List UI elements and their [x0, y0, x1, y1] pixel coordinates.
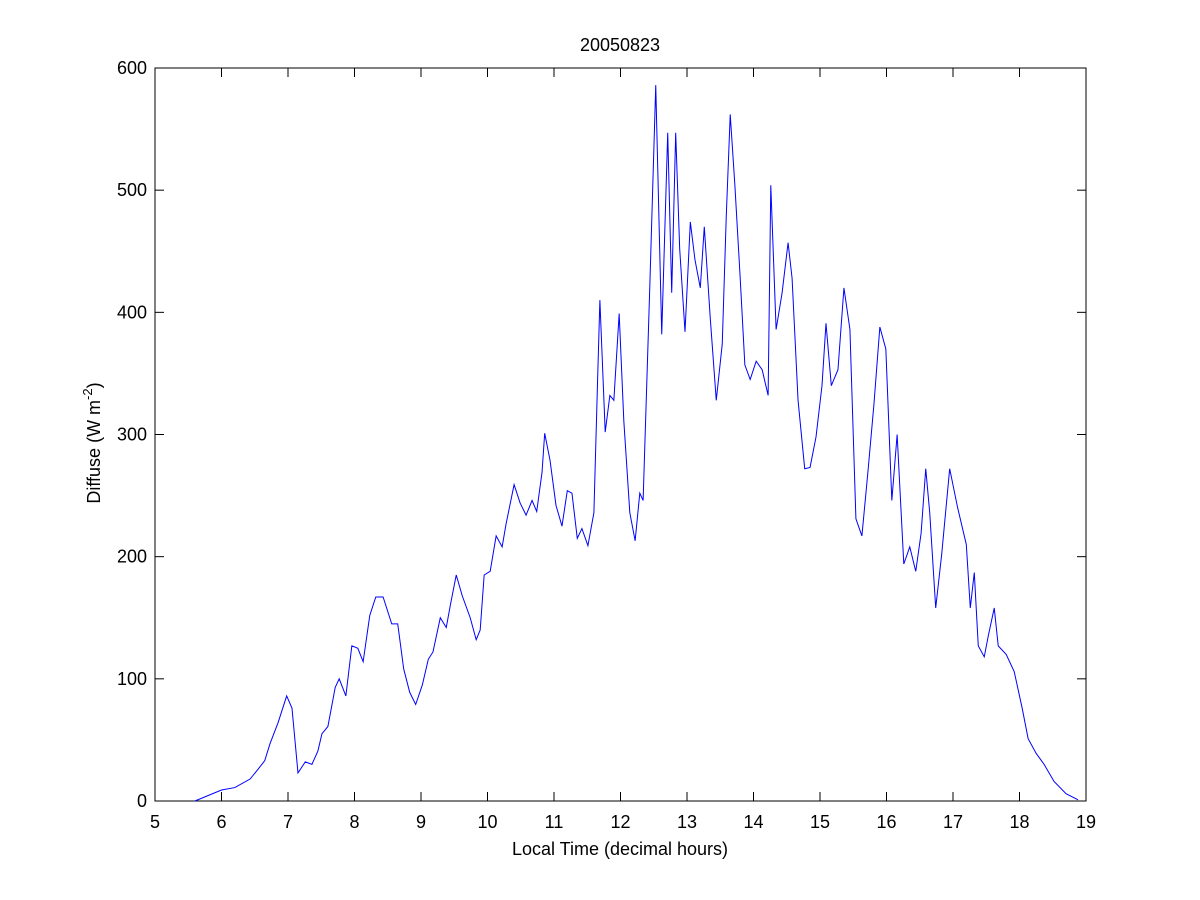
x-tick-label: 16 [876, 812, 896, 832]
x-tick-label: 5 [150, 812, 160, 832]
y-label-suffix: ) [84, 382, 104, 388]
x-tick-label: 19 [1076, 812, 1096, 832]
y-tick-label: 300 [117, 425, 147, 445]
y-tick-label: 0 [137, 791, 147, 811]
x-tick-label: 12 [610, 812, 630, 832]
y-tick-label: 100 [117, 669, 147, 689]
x-tick-label: 13 [677, 812, 697, 832]
y-label-superscript: -2 [80, 388, 95, 400]
x-tick-label: 8 [349, 812, 359, 832]
x-tick-label: 10 [477, 812, 497, 832]
y-tick-label: 600 [117, 58, 147, 78]
x-tick-label: 15 [810, 812, 830, 832]
chart-title: 20050823 [580, 35, 660, 55]
y-axis-label: Diffuse (W m-2) [80, 382, 104, 503]
y-tick-label: 500 [117, 180, 147, 200]
x-tick-label: 14 [743, 812, 763, 832]
y-label-text: Diffuse (W m [84, 400, 104, 504]
y-tick-label: 400 [117, 302, 147, 322]
x-tick-label: 6 [216, 812, 226, 832]
y-tick-label: 200 [117, 547, 147, 567]
x-tick-label: 11 [545, 812, 564, 832]
x-tick-label: 9 [416, 812, 426, 832]
data-line [194, 85, 1079, 802]
x-tick-label: 18 [1009, 812, 1029, 832]
x-tick-label: 7 [283, 812, 293, 832]
x-axis-label: Local Time (decimal hours) [512, 839, 728, 859]
x-tick-label: 17 [943, 812, 963, 832]
